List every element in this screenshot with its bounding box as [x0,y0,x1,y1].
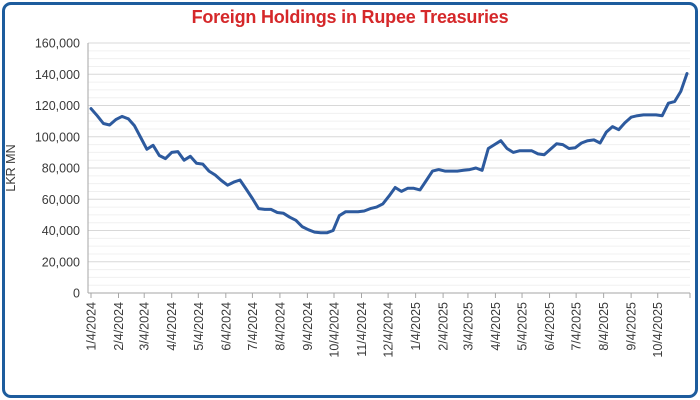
y-axis-tick-label: 100,000 [35,130,80,144]
x-axis-tick-label: 12/4/2024 [382,302,396,358]
y-axis-tick-label: 120,000 [35,99,80,113]
y-axis-tick-label: 20,000 [42,255,80,269]
x-axis-tick-label: 8/4/2024 [273,302,287,351]
y-axis-title: LKR MN [4,144,18,191]
x-axis-tick-label: 8/4/2025 [597,302,611,351]
x-axis-tick-label: 5/4/2024 [192,302,206,351]
x-axis-tick-label: 10/4/2024 [328,302,342,358]
x-axis-tick-label: 9/4/2024 [301,302,315,351]
x-axis-tick-label: 10/4/2025 [651,302,665,358]
series-line [89,72,689,235]
y-axis-tick-label: 0 [73,287,80,301]
x-axis-tick-label: 1/4/2025 [409,302,423,351]
x-axis-tick-label: 3/4/2025 [461,302,475,351]
x-axis-tick-label: 4/4/2025 [489,302,503,351]
y-axis-tick-label: 40,000 [42,224,80,238]
x-axis-tick-label: 1/4/2024 [85,302,99,351]
x-axis-tick-label: 7/4/2025 [570,302,584,351]
x-axis-tick-label: 2/4/2025 [437,302,451,351]
x-axis-tick-label: 6/4/2024 [219,302,233,351]
y-axis-tick-label: 140,000 [35,68,80,82]
x-axis-tick-label: 11/4/2024 [355,302,369,357]
x-axis-tick-label: 5/4/2025 [516,302,530,351]
x-axis-tick-label: 7/4/2024 [246,302,260,351]
x-axis-tick-label: 9/4/2025 [625,302,639,351]
x-axis-tick-label: 6/4/2025 [543,302,557,351]
y-axis-tick-label: 80,000 [42,162,80,176]
x-axis-tick-label: 3/4/2024 [138,302,152,351]
y-axis-tick-label: 60,000 [42,193,80,207]
y-axis-tick-label: 160,000 [35,37,80,51]
x-axis-tick-label: 2/4/2024 [112,302,126,351]
x-axis-tick-label: 4/4/2024 [165,302,179,351]
chart-title: Foreign Holdings in Rupee Treasuries [191,7,509,27]
